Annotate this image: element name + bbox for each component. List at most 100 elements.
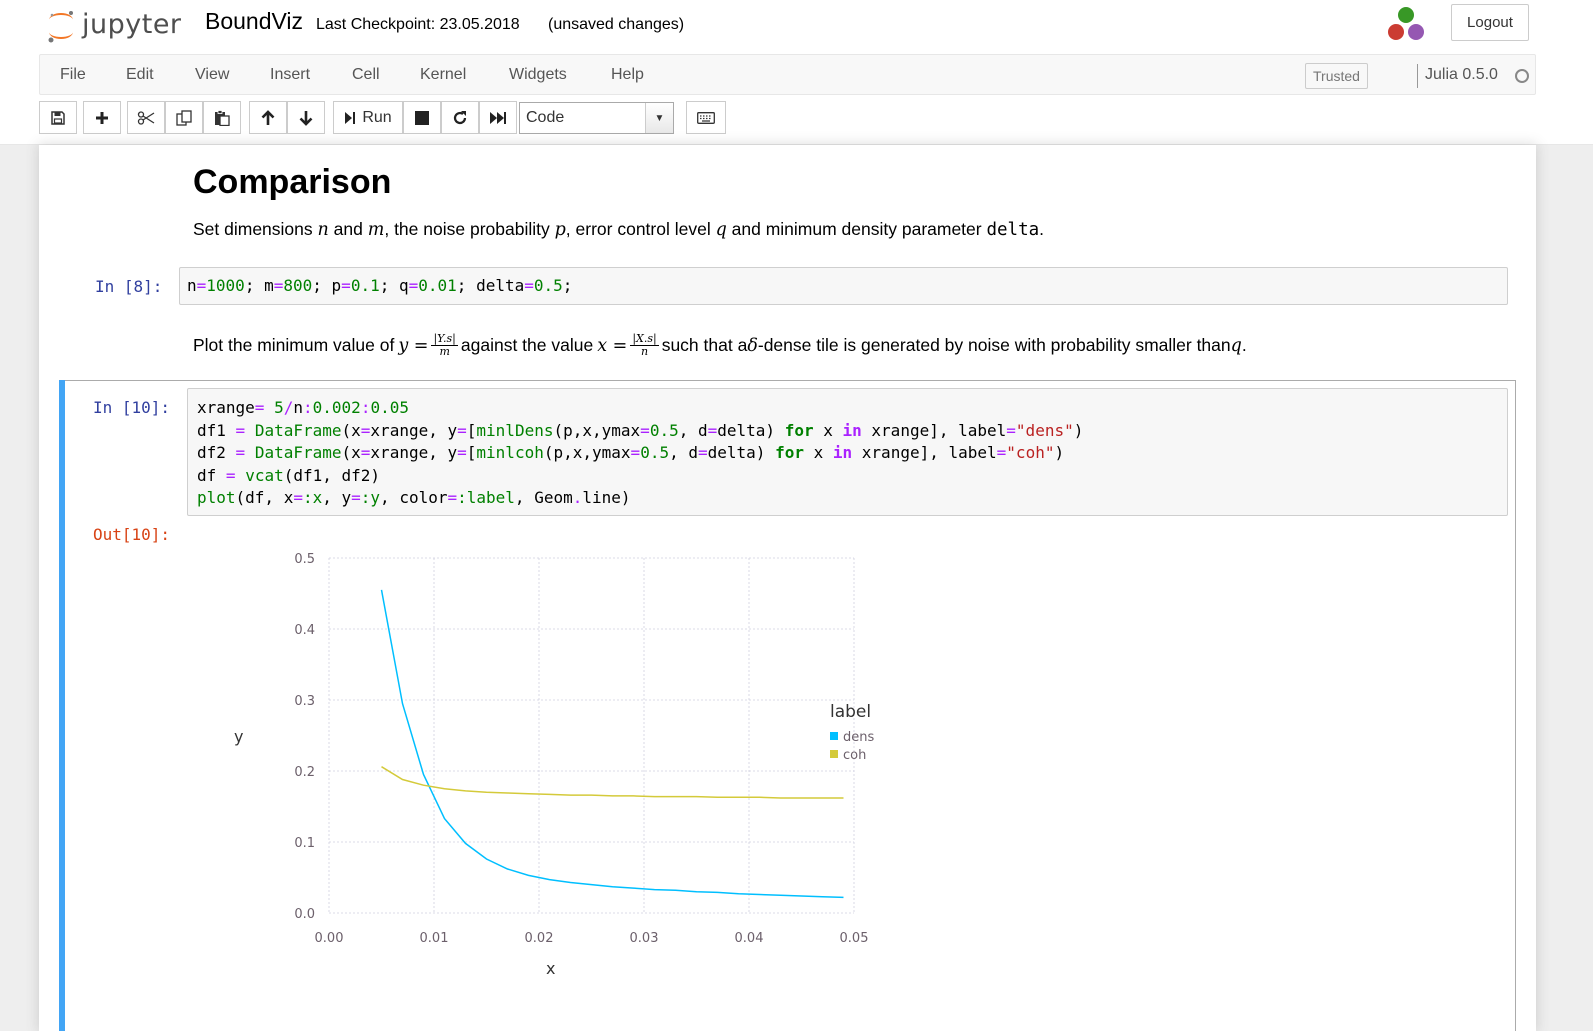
move-down-button[interactable]	[287, 101, 325, 134]
md-text: such that a	[661, 335, 748, 355]
header: jupyter BoundViz Last Checkpoint: 23.05.…	[0, 0, 1593, 145]
chart-lines	[380, 589, 844, 899]
markdown-plot-text: Plot the minimum value of y = |Y.s| m aga…	[193, 333, 1247, 358]
plus-icon	[96, 111, 108, 124]
notebook-name[interactable]: BoundViz	[205, 8, 304, 34]
frac-denominator: m	[439, 345, 450, 358]
code-line: plot(df, x=:x, y=:y, color=:label, Geom.…	[197, 488, 631, 507]
interrupt-button[interactable]	[403, 101, 441, 134]
md-text: Plot the minimum value of	[193, 335, 395, 355]
x-axis-label: x	[546, 959, 555, 978]
frac-numerator: |X.s|	[630, 332, 659, 346]
fraction-y: |Y.s| m	[431, 332, 458, 358]
math-n: n	[317, 220, 329, 240]
paste-button[interactable]	[203, 101, 241, 134]
math-x-eq: x =	[597, 335, 628, 356]
kernel-name: Julia 0.5.0	[1425, 66, 1498, 83]
markdown-params-text: Set dimensions n and m, the noise probab…	[193, 219, 1044, 240]
y-axis-label: y	[234, 727, 243, 746]
math-m: m	[367, 220, 385, 240]
legend-label-dens: dens	[843, 730, 874, 745]
series-line-coh	[381, 766, 844, 799]
md-text: , error control level	[565, 219, 716, 239]
y-tick-label: 0.1	[294, 836, 315, 851]
insert-cell-button[interactable]	[83, 101, 121, 134]
menu-kernel[interactable]: Kernel	[420, 66, 467, 83]
save-icon	[51, 110, 65, 125]
legend-label-coh: coh	[843, 748, 866, 763]
trusted-indicator[interactable]: Trusted	[1305, 63, 1368, 89]
code-line: n=1000; m=800; p=0.1; q=0.01; delta=0.5;	[187, 276, 573, 295]
menu-help[interactable]: Help	[611, 66, 644, 83]
x-tick-label: 0.00	[315, 931, 344, 946]
cut-button[interactable]	[127, 101, 165, 134]
command-palette-button[interactable]	[686, 101, 726, 134]
frac-denominator: n	[640, 345, 649, 358]
code-cell-8[interactable]: n=1000; m=800; p=0.1; q=0.01; delta=0.5;	[179, 267, 1508, 305]
menu-file[interactable]: File	[60, 66, 86, 83]
menu-widgets[interactable]: Widgets	[509, 66, 567, 83]
kernel-idle-icon	[1515, 69, 1529, 83]
save-button[interactable]	[39, 101, 77, 134]
md-text: and	[328, 219, 368, 239]
md-text: -dense tile is generated by noise with p…	[757, 335, 1231, 355]
arrow-down-icon	[299, 110, 313, 126]
md-text: and minimum density parameter	[726, 219, 987, 239]
x-tick-label: 0.01	[420, 931, 449, 946]
menu-edit[interactable]: Edit	[126, 66, 154, 83]
cell-type-select[interactable]: Code ▼	[519, 102, 674, 134]
heading-comparison: Comparison	[193, 163, 392, 201]
md-text: .	[1039, 219, 1045, 239]
y-tick-label: 0.4	[294, 623, 315, 638]
menu-cell[interactable]: Cell	[352, 66, 380, 83]
selected-cell-indicator	[59, 380, 65, 1031]
legend-swatch-coh	[830, 750, 838, 758]
menubar: File Edit View Insert Cell Kernel Widget…	[39, 54, 1536, 95]
md-text: Set dimensions	[193, 219, 318, 239]
code-delta: delta	[986, 220, 1040, 240]
md-text: , the noise probability	[384, 219, 555, 239]
menu-view[interactable]: View	[195, 66, 230, 83]
x-tick-label: 0.04	[735, 931, 764, 946]
md-text: .	[1241, 335, 1247, 355]
restart-icon	[453, 110, 467, 124]
kernel-separator	[1417, 64, 1418, 88]
jupyter-wordmark: jupyter	[82, 8, 182, 40]
x-tick-label: 0.02	[525, 931, 554, 946]
menu-insert[interactable]: Insert	[270, 66, 311, 83]
move-up-button[interactable]	[249, 101, 287, 134]
y-tick-label: 0.2	[294, 765, 315, 780]
legend-swatch-dens	[830, 732, 838, 740]
chart-legend: label dens coh	[830, 702, 874, 763]
fraction-x: |X.s| n	[630, 332, 659, 358]
notebook-container: Comparison Set dimensions n and m, the n…	[39, 145, 1536, 1031]
code-line: df1 = DataFrame(x=xrange, y=[minlDens(p,…	[197, 420, 1084, 440]
run-button[interactable]: Run	[333, 101, 403, 134]
y-tick-label: 0.5	[294, 552, 315, 567]
selected-cell-border	[59, 380, 1516, 1031]
code-cell-10[interactable]: xrange= 5/n:0.002:0.05 df1 = DataFrame(x…	[187, 388, 1508, 516]
x-tick-labels: 0.00 0.01 0.02 0.03 0.04 0.05	[315, 931, 869, 946]
run-icon	[345, 111, 356, 124]
restart-run-all-button[interactable]	[479, 101, 517, 134]
cell-type-value: Code	[526, 109, 565, 126]
fast-forward-icon	[490, 111, 506, 124]
copy-button[interactable]	[165, 101, 203, 134]
input-prompt-8: In [8]:	[95, 277, 163, 296]
y-tick-label: 0.0	[294, 907, 315, 922]
input-prompt-10: In [10]:	[93, 398, 171, 417]
restart-button[interactable]	[441, 101, 479, 134]
autosave-status: (unsaved changes)	[548, 16, 685, 33]
run-label: Run	[362, 108, 392, 126]
toolbar: Run Code ▼	[39, 101, 1039, 135]
math-y-eq: y =	[398, 335, 429, 356]
logout-button[interactable]: Logout	[1451, 4, 1529, 41]
chevron-down-icon: ▼	[645, 103, 673, 133]
output-prompt-10: Out[10]:	[93, 525, 171, 544]
frac-numerator: |Y.s|	[431, 332, 458, 346]
math-q: q	[1230, 335, 1242, 356]
cut-icon	[137, 110, 155, 125]
math-q: q	[715, 220, 727, 240]
jupyter-logo[interactable]: jupyter	[46, 4, 182, 44]
x-tick-label: 0.03	[630, 931, 659, 946]
